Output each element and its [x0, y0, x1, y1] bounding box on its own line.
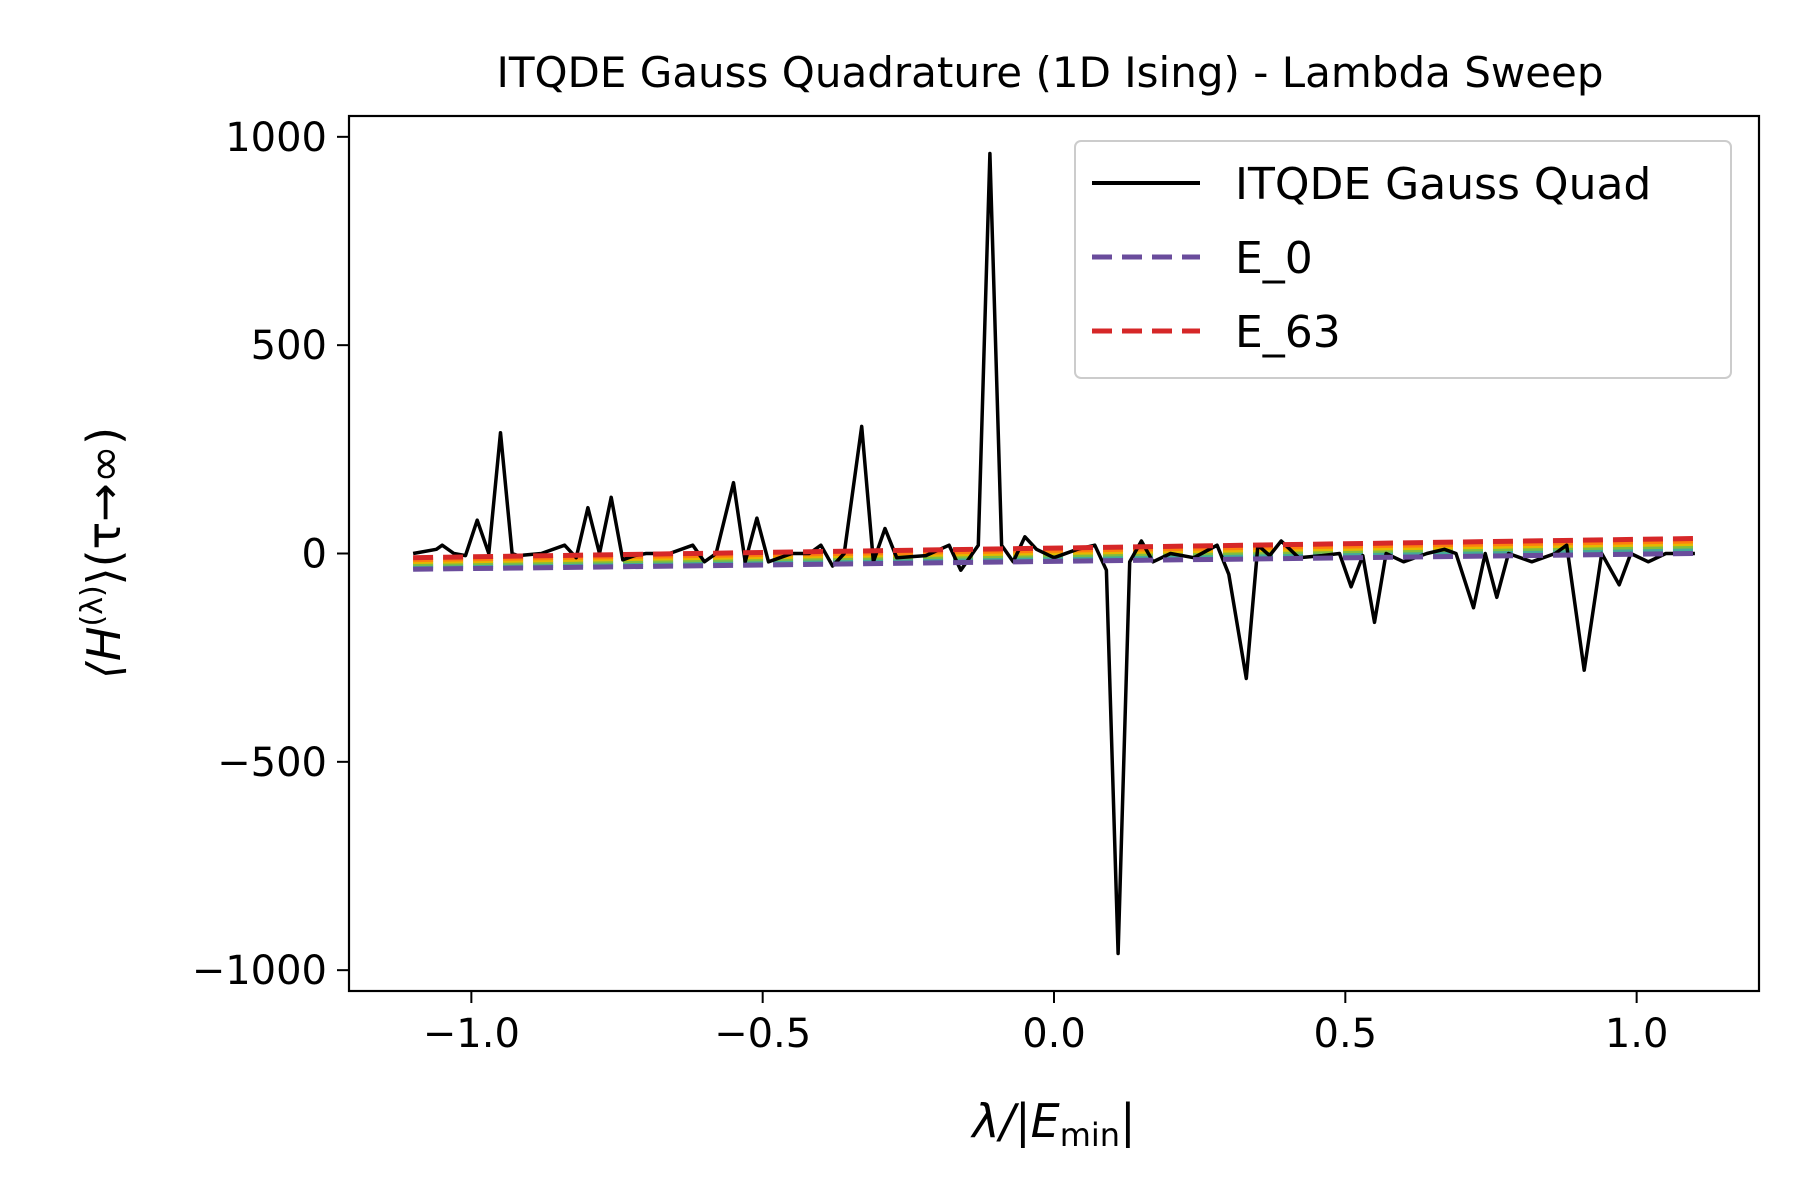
x-tick-label: 0.0 — [1022, 1011, 1086, 1057]
y-tick-label: 500 — [251, 323, 327, 369]
y-axis-label: ⟨H(λ)⟩(τ→∞) — [75, 427, 131, 679]
y-tick-label: 1000 — [225, 115, 327, 161]
x-tick-label: 1.0 — [1605, 1011, 1669, 1057]
chart-title: ITQDE Gauss Quadrature (1D Ising) - Lamb… — [496, 48, 1603, 97]
plot-marks — [412, 151, 1695, 956]
y-axis: 1000 500 0 −500 −1000 — [192, 115, 349, 994]
x-tick-label: −0.5 — [714, 1011, 811, 1057]
x-tick-label: −1.0 — [423, 1011, 520, 1057]
x-axis-label: λ/|Emin| — [969, 1094, 1135, 1154]
y-tick-label: −1000 — [192, 948, 327, 994]
legend-box — [1074, 140, 1732, 379]
y-tick-label: −500 — [217, 740, 327, 786]
legend-label: E_63 — [1235, 307, 1341, 358]
series-line-e63 — [413, 536, 1695, 561]
x-tick-label: 0.5 — [1314, 1011, 1378, 1057]
legend: ITQDE Gauss Quad E_0 E_63 — [1074, 140, 1732, 379]
legend-label: ITQDE Gauss Quad — [1235, 159, 1651, 210]
x-axis: −1.0 −0.5 0.0 0.5 1.0 — [423, 991, 1669, 1057]
series-line-e0 — [413, 551, 1695, 572]
legend-label: E_0 — [1235, 233, 1313, 284]
y-tick-label: 0 — [302, 532, 327, 578]
